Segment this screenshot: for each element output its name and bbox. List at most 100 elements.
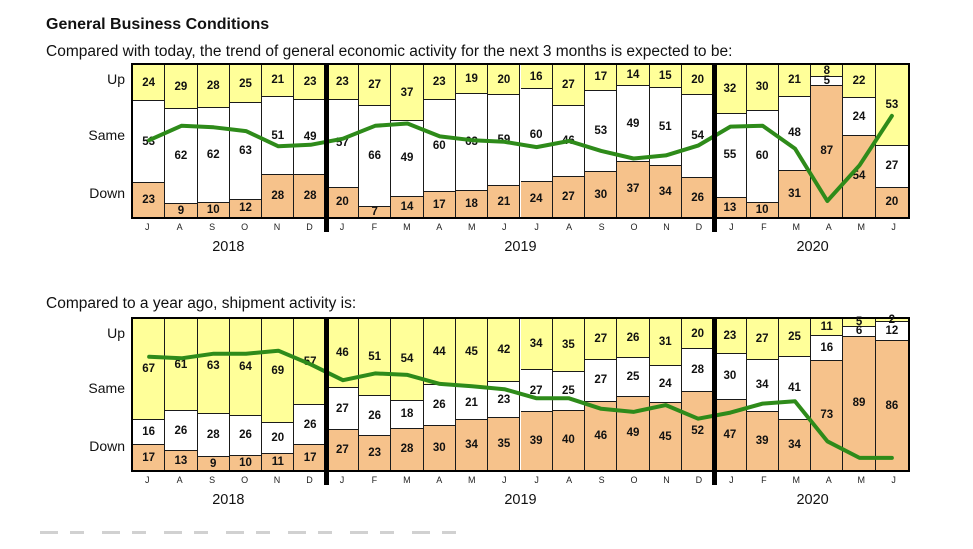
segment-value-label: 25 xyxy=(626,371,640,384)
up-segment: 23 xyxy=(423,65,455,100)
up-segment: 23 xyxy=(294,65,326,100)
axis-label-up: Up xyxy=(107,324,125,341)
month-label: A xyxy=(436,475,443,485)
bar-column: 11 16 73 xyxy=(811,319,844,470)
segment-value-label: 20 xyxy=(691,73,704,86)
bar-column: 32 55 13 xyxy=(714,65,747,217)
segment-value-label: 64 xyxy=(239,360,252,373)
segment-value-label: 20 xyxy=(885,196,899,209)
bar-column: 24 53 23 xyxy=(133,65,166,217)
same-segment: 46 xyxy=(552,106,585,176)
segment-value-label: 25 xyxy=(239,77,252,90)
month-label: O xyxy=(630,222,638,232)
down-segment: 37 xyxy=(617,160,649,217)
down-segment: 13 xyxy=(165,450,197,470)
segment-value-label: 54 xyxy=(691,130,704,143)
segment-value-label: 45 xyxy=(658,430,672,443)
segment-value-label: 20 xyxy=(691,327,704,340)
down-segment: 34 xyxy=(778,418,811,470)
segment-value-label: 87 xyxy=(820,145,834,158)
same-segment: 24 xyxy=(843,98,875,135)
month-label: M xyxy=(468,222,476,232)
up-segment: 57 xyxy=(294,319,326,406)
up-segment: 25 xyxy=(778,319,811,357)
down-segment: 40 xyxy=(552,409,585,470)
segment-value-label: 17 xyxy=(594,71,608,84)
up-segment: 19 xyxy=(455,65,488,94)
up-segment: 29 xyxy=(165,65,197,110)
up-segment: 31 xyxy=(649,319,681,366)
same-segment: 55 xyxy=(714,113,746,198)
year-separator xyxy=(324,317,330,485)
month-label: D xyxy=(695,222,703,232)
bar-column: 22 24 54 xyxy=(843,65,876,217)
same-segment: 26 xyxy=(229,415,262,455)
up-segment: 61 xyxy=(165,319,197,412)
down-segment: 52 xyxy=(681,391,714,470)
segment-value-label: 27 xyxy=(755,332,769,345)
shipments-subtitle: Compared to a year ago, shipment activit… xyxy=(46,294,357,312)
segment-value-label: 35 xyxy=(562,338,575,351)
up-segment: 16 xyxy=(520,65,552,90)
down-segment: 28 xyxy=(391,427,423,470)
down-segment: 10 xyxy=(746,201,778,217)
segment-value-label: 11 xyxy=(820,320,833,333)
down-segment: 39 xyxy=(746,411,778,470)
bar-column: 46 27 27 xyxy=(326,319,360,470)
up-segment: 34 xyxy=(520,319,552,371)
bar-column: 37 49 14 xyxy=(391,65,424,217)
bar-column: 30 60 10 xyxy=(746,65,779,217)
down-segment: 39 xyxy=(520,411,552,470)
bar-column: 35 25 40 xyxy=(552,319,586,470)
down-segment: 30 xyxy=(423,424,455,470)
down-segment: 87 xyxy=(811,84,843,217)
month-label: A xyxy=(176,222,183,232)
down-segment: 13 xyxy=(714,197,746,217)
same-segment: 34 xyxy=(746,359,778,412)
up-segment: 32 xyxy=(714,65,746,114)
up-segment: 5 xyxy=(843,317,875,328)
cutoff-text-top-edge xyxy=(40,531,465,534)
up-segment: 54 xyxy=(391,319,423,401)
segment-value-label: 45 xyxy=(465,346,478,359)
segment-value-label: 55 xyxy=(723,149,737,162)
segment-value-label: 26 xyxy=(303,418,317,431)
segment-value-label: 32 xyxy=(723,82,737,95)
same-segment: 53 xyxy=(133,101,165,183)
bar-column: 51 26 23 xyxy=(359,319,392,470)
segment-value-label: 35 xyxy=(497,438,511,451)
segment-value-label: 40 xyxy=(562,434,575,447)
up-segment: 26 xyxy=(617,319,649,359)
bar-column: 16 60 24 xyxy=(520,65,553,217)
up-segment: 53 xyxy=(875,65,908,146)
down-segment: 23 xyxy=(133,182,165,217)
up-segment: 23 xyxy=(714,319,746,354)
bar-column: 14 49 37 xyxy=(617,65,650,217)
same-segment: 27 xyxy=(875,145,908,187)
segment-value-label: 89 xyxy=(852,397,866,410)
same-segment: 41 xyxy=(778,356,811,419)
axis-label-down: Down xyxy=(89,437,125,454)
down-segment: 27 xyxy=(326,429,359,470)
year-label: 2020 xyxy=(796,492,829,508)
up-segment: 37 xyxy=(391,65,423,122)
up-segment: 24 xyxy=(133,65,165,102)
bar-column: 2 12 86 xyxy=(875,314,908,470)
bar-column: 25 41 34 xyxy=(778,319,812,470)
bar-column: 53 27 20 xyxy=(875,65,908,217)
shipments-chart: Up Same Down 67 16 17 61 26 13 63 28 9 64 26 10 69 20 11 5… xyxy=(88,314,910,512)
bar-column: 27 66 7 xyxy=(359,65,392,218)
month-label: N xyxy=(663,475,670,485)
segment-value-label: 27 xyxy=(562,190,575,203)
segment-value-label: 34 xyxy=(658,185,672,198)
segment-value-label: 37 xyxy=(400,86,414,99)
segment-value-label: 30 xyxy=(723,370,737,383)
segment-value-label: 26 xyxy=(626,332,640,345)
month-label: J xyxy=(534,222,539,232)
segment-value-label: 28 xyxy=(206,79,220,92)
segment-value-label: 28 xyxy=(400,443,414,456)
bar-column: 61 26 13 xyxy=(165,319,198,470)
segment-value-label: 51 xyxy=(368,351,382,363)
same-segment: 49 xyxy=(294,99,326,175)
segment-value-label: 63 xyxy=(206,360,220,373)
